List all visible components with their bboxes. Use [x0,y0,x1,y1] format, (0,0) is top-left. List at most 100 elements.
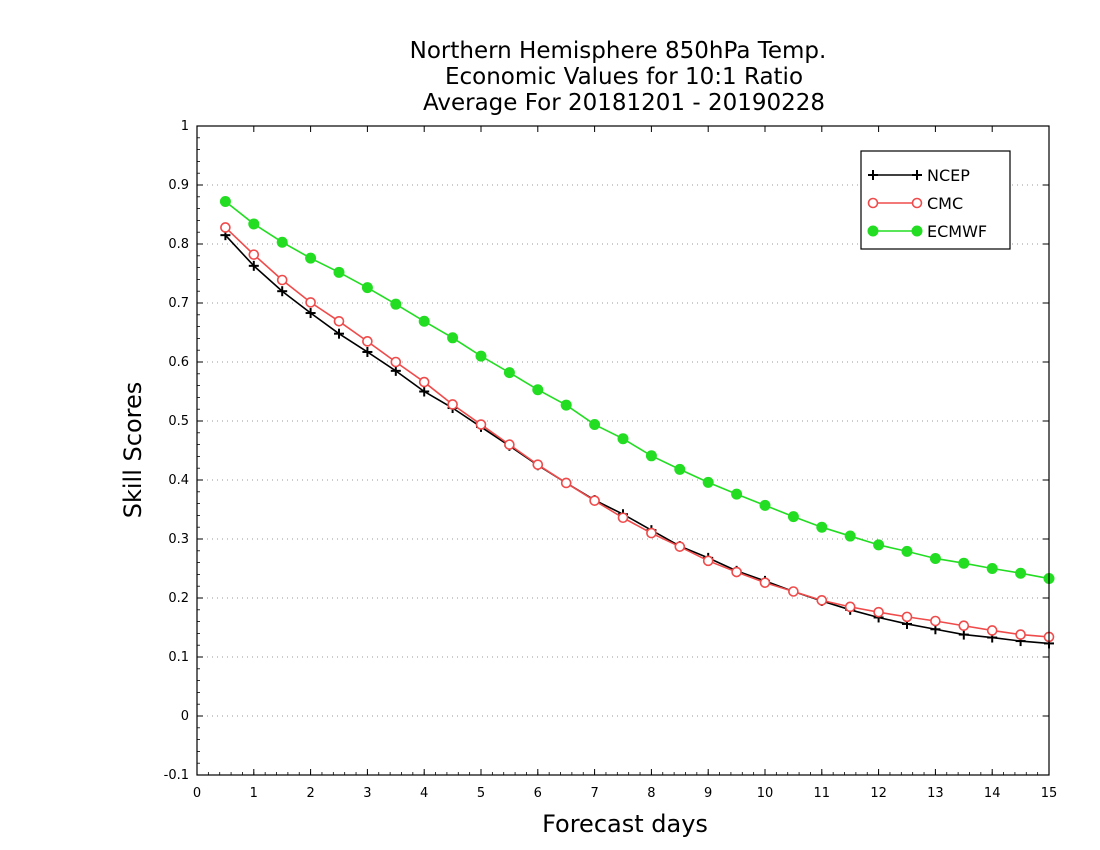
legend-entry-ecmwf: ECMWF [867,222,987,241]
point-ecmwf-23 [873,539,885,551]
point-cmc-18 [731,566,742,578]
point-ncep-6 [390,365,401,376]
x-tick-label-8: 8 [647,786,655,801]
point-ecmwf-25 [929,552,941,564]
point-cmc-12 [560,477,572,489]
legend-entry-ncep: NCEP [868,166,970,185]
x-tick-label-10: 10 [757,786,774,801]
title-line-2: Economic Values for 10:1 Ratio [445,64,803,90]
point-cmc-7 [418,376,430,388]
series-cmc [220,222,1055,643]
x-tick-label-4: 4 [420,786,428,801]
point-cmc-22 [844,601,856,613]
series-ecmwf [219,196,1055,585]
point-cmc-8 [447,399,458,410]
legend: NCEP CMC ECMWF [860,150,1011,250]
y-tick-label-5: 0.4 [168,473,189,488]
y-tick-label-9: 0.8 [168,237,189,252]
point-ecmwf-14 [617,433,629,445]
plot-frame [196,125,1050,776]
point-cmc-21 [816,595,828,606]
point-cmc-1 [248,249,260,260]
point-cmc-20 [788,586,799,597]
point-cmc-26 [958,620,970,632]
point-ecmwf-12 [560,399,572,411]
point-ecmwf-8 [447,332,459,344]
point-cmc-25 [930,615,941,627]
x-tick-label-14: 14 [984,786,1001,801]
legend-marker-right-ecmwf [911,225,923,237]
point-ecmwf-19 [759,499,771,511]
point-ecmwf-22 [844,530,856,542]
legend-marker-left-ncep [868,170,878,180]
point-ncep-26 [958,629,969,640]
x-tick-label-12: 12 [870,786,887,801]
x-tick-label-9: 9 [704,786,712,801]
point-cmc-17 [702,555,714,567]
x-tick-label-2: 2 [306,786,314,801]
point-ecmwf-28 [1015,567,1027,579]
point-ecmwf-15 [645,450,657,462]
legend-marker-right-cmc [911,197,923,209]
x-tick-label-7: 7 [590,786,598,801]
point-ecmwf-1 [248,218,260,230]
point-cmc-14 [617,512,629,524]
point-cmc-24 [901,611,913,623]
legend-marker-left-ecmwf [867,225,879,237]
point-ecmwf-11 [532,384,544,396]
point-cmc-10 [504,439,515,450]
point-cmc-15 [646,527,657,539]
point-cmc-0 [220,222,231,233]
series-line-ncep [224,234,1050,645]
y-tick-label-6: 0.5 [168,414,189,429]
point-ecmwf-17 [702,476,714,488]
point-ecmwf-24 [901,545,913,557]
series-ncep [220,230,1054,649]
legend-label-cmc: CMC [927,194,963,213]
x-tick-label-5: 5 [477,786,485,801]
point-ncep-2 [277,286,288,297]
x-tick-label-15: 15 [1041,786,1058,801]
point-cmc-16 [674,541,686,552]
point-ecmwf-6 [390,298,402,310]
point-ncep-4 [334,328,344,339]
point-cmc-6 [390,356,402,368]
point-ncep-3 [305,308,316,319]
point-ecmwf-26 [958,557,970,569]
y-axis-label: Skill Scores [119,382,147,519]
point-cmc-9 [475,419,487,430]
point-ecmwf-18 [731,488,743,500]
point-cmc-3 [305,297,316,308]
x-tick-label-1: 1 [250,786,258,801]
point-ncep-1 [248,260,259,271]
point-ecmwf-20 [787,511,799,523]
point-ncep-5 [362,346,373,357]
point-cmc-11 [532,459,544,470]
legend-marker-right-ncep [912,170,922,180]
point-ecmwf-16 [674,463,686,475]
y-tick-label-11: 1 [181,119,189,134]
point-ecmwf-0 [219,196,231,208]
x-tick-label-6: 6 [534,786,542,801]
y-tick-label-7: 0.6 [168,355,189,370]
point-cmc-23 [873,606,884,618]
point-ecmwf-13 [589,419,601,431]
y-tick-label-0: -0.1 [164,768,189,783]
y-tick-label-10: 0.9 [168,178,189,193]
y-tick-label-1: 0 [181,709,189,724]
point-ecmwf-3 [305,252,317,264]
point-cmc-4 [333,315,345,327]
point-ecmwf-21 [816,521,828,533]
point-cmc-19 [759,577,771,588]
x-tick-label-13: 13 [927,786,944,801]
y-tick-label-4: 0.3 [168,532,189,547]
point-ncep-7 [419,386,430,397]
point-ecmwf-4 [333,266,345,278]
grid [197,184,1049,717]
series-layer [219,196,1055,649]
x-tick-label-11: 11 [814,786,831,801]
title-line-3: Average For 20181201 - 20190228 [423,90,825,116]
point-cmc-27 [986,625,998,636]
point-cmc-28 [1015,629,1026,640]
axes: -0.100.10.20.30.40.50.60.70.80.910 1 2 3 4 5 6… [164,119,1058,801]
